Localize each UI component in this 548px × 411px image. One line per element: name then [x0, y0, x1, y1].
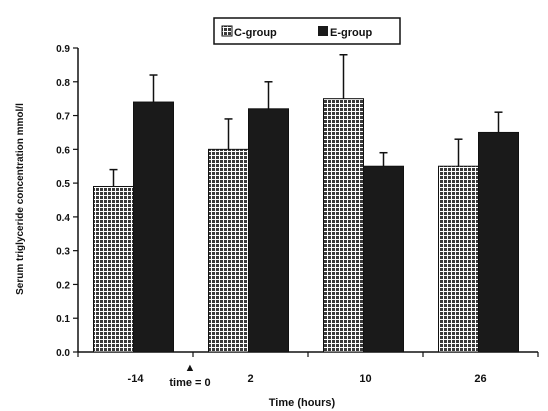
bar-c-group	[208, 148, 249, 353]
time-zero-annotation: ▲ time = 0	[169, 362, 210, 389]
y-tick-label: 0.5	[56, 179, 70, 190]
bars	[93, 54, 519, 353]
x-axis-title: Time (hours)	[269, 397, 336, 409]
time-zero-marker-icon: ▲	[185, 362, 196, 374]
bar-e-group	[363, 165, 404, 353]
x-tick-label: 2	[247, 373, 253, 385]
x-tick-label: -14	[128, 373, 145, 385]
time-zero-label: time = 0	[169, 377, 210, 389]
y-tick-label: 0.3	[56, 247, 70, 258]
y-tick-label: 0.6	[56, 145, 70, 156]
legend-label-c-group: C-group	[234, 27, 277, 39]
legend-swatch-e-group	[318, 26, 328, 36]
y-tick-label: 0.4	[56, 213, 70, 224]
y-axis-title: Serum triglyceride concentration mmol/l	[15, 103, 26, 295]
bar-e-group	[133, 101, 174, 353]
legend-box	[213, 17, 401, 45]
y-tick-label: 0.0	[56, 348, 70, 359]
x-tick-label: 26	[474, 373, 486, 385]
bar-e-group	[478, 131, 519, 353]
y-tick-label: 0.7	[56, 112, 70, 123]
y-tick-label: 0.1	[56, 314, 70, 325]
bar-c-group	[438, 165, 479, 353]
y-tick-label: 0.9	[56, 44, 70, 55]
bar-c-group	[93, 185, 134, 353]
y-tick-label: 0.2	[56, 280, 70, 291]
bar-c-group	[323, 98, 364, 353]
legend: C-group E-group	[213, 17, 401, 45]
legend-label-e-group: E-group	[330, 27, 372, 39]
bar-e-group	[248, 108, 289, 353]
x-tick-label: 10	[359, 373, 371, 385]
legend-swatch-c-group	[221, 25, 233, 37]
y-tick-label: 0.8	[56, 78, 70, 89]
